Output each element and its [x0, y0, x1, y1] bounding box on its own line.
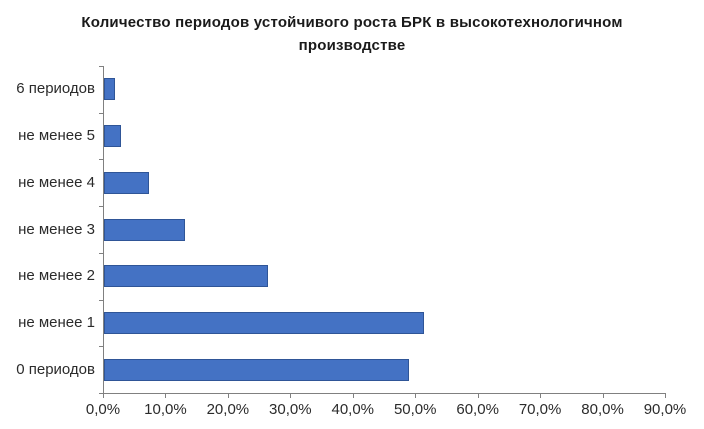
x-axis-label: 40,0% [331, 401, 375, 418]
x-axis-tick [477, 394, 479, 398]
bar [104, 358, 409, 381]
y-axis-line [103, 66, 104, 394]
y-axis-tick [99, 346, 104, 348]
y-axis-label: не менее 3 [18, 220, 95, 238]
y-axis-tick [99, 252, 104, 254]
y-axis-tick [99, 159, 104, 161]
x-axis-label: 60,0% [456, 401, 499, 418]
y-axis-label: не менее 2 [18, 267, 95, 285]
x-axis-tick [165, 394, 167, 398]
x-axis-tick [290, 394, 292, 398]
x-axis-tick [540, 394, 542, 398]
y-axis-tick [99, 66, 104, 67]
x-axis-tick [665, 394, 666, 398]
y-axis-label: 6 периодов [16, 80, 95, 98]
x-axis-label: 30,0% [269, 401, 312, 418]
x-axis-line [103, 393, 666, 394]
bar [104, 78, 115, 101]
x-axis-tick [602, 394, 604, 398]
x-axis-tick [103, 394, 104, 398]
bar [104, 171, 149, 194]
bar [104, 125, 121, 148]
y-axis-label: 0 периодов [16, 360, 95, 378]
x-axis-tick [415, 394, 417, 398]
x-axis-tick [227, 394, 229, 398]
x-axis-label: 10,0% [144, 401, 187, 418]
x-axis-tick [352, 394, 354, 398]
y-axis-tick [99, 299, 104, 301]
y-axis-tick [99, 112, 104, 114]
bar [104, 311, 424, 334]
y-axis-label: не менее 5 [18, 127, 95, 145]
chart-title: Количество периодов устойчивого роста БР… [81, 14, 623, 54]
x-axis-label: 0,0% [85, 401, 121, 418]
bar [104, 218, 185, 241]
bar [104, 265, 268, 288]
y-axis-tick [99, 206, 104, 208]
x-axis-label: 90,0% [643, 401, 687, 418]
x-axis-label: 20,0% [206, 401, 250, 418]
x-axis-label: 50,0% [393, 401, 437, 418]
y-axis-label: не менее 4 [18, 173, 95, 191]
y-axis-tick [99, 393, 104, 394]
x-axis-label: 80,0% [581, 401, 624, 418]
x-axis-label: 70,0% [518, 401, 562, 418]
y-axis-label: не менее 1 [18, 313, 95, 331]
